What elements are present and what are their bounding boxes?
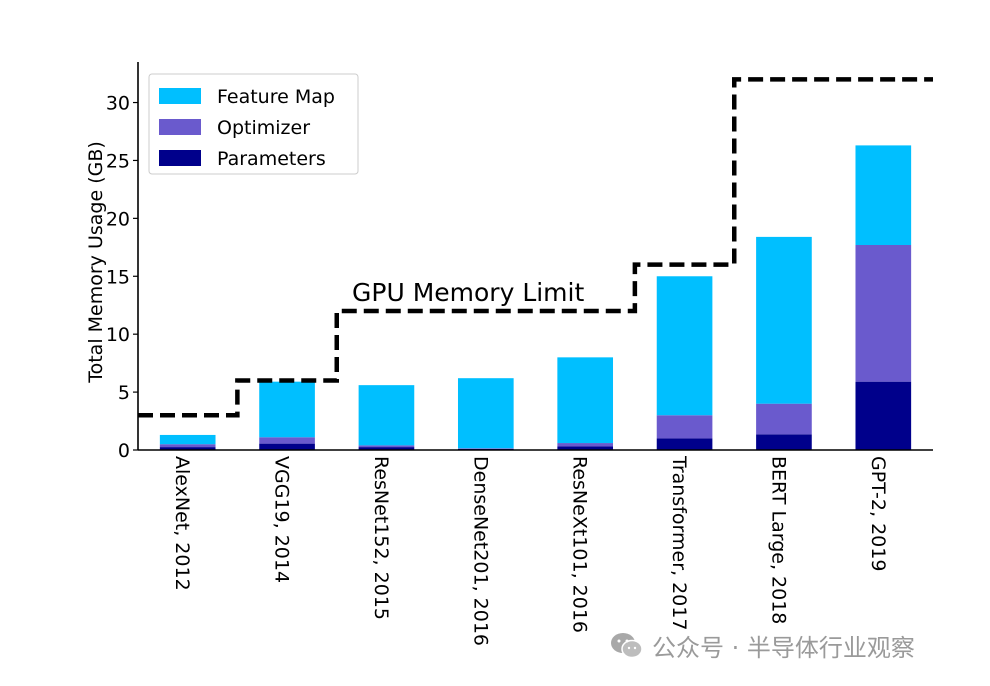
- gpu-limit-layer: [138, 77, 933, 418]
- legend: Feature Map Optimizer Parameters: [148, 73, 359, 175]
- bar-feature-map-7: [855, 145, 912, 245]
- legend-box: [148, 73, 359, 175]
- bar-optimizer-1: [259, 437, 315, 444]
- y-ticks-layer: 0 5 10 15 20 25 30: [106, 93, 138, 462]
- legend-label-parameters: Parameters: [217, 148, 326, 170]
- axes-layer: [137, 62, 933, 451]
- y-tick-label-25: 25: [106, 150, 130, 172]
- legend-label-feature-map: Feature Map: [217, 86, 335, 108]
- bar-parameters-4: [557, 446, 614, 450]
- y-tick-label-10: 10: [106, 324, 130, 346]
- bar-parameters-6: [756, 434, 812, 450]
- bar-optimizer-5: [656, 415, 713, 439]
- bar-optimizer-4: [557, 443, 614, 447]
- bar-optimizer-6: [756, 403, 812, 435]
- y-tick-label-30: 30: [106, 93, 130, 115]
- legend-swatch-parameters: [159, 150, 201, 166]
- watermark-text: 公众号 · 半导体行业观察: [652, 634, 915, 662]
- bar-optimizer-3: [457, 448, 514, 449]
- y-tick-label-15: 15: [106, 266, 130, 288]
- bar-feature-map-1: [259, 381, 315, 438]
- legend-swatch-optimizer: [159, 119, 201, 135]
- legend-label-optimizer: Optimizer: [217, 117, 310, 139]
- bar-parameters-7: [855, 381, 912, 450]
- gpu-limit-line: [138, 77, 933, 418]
- y-tick-label-0: 0: [118, 440, 130, 462]
- bar-feature-map-3: [457, 378, 514, 449]
- bar-feature-map-5: [656, 276, 713, 416]
- bars-layer: [159, 145, 912, 450]
- x-ticks-layer: AlexNet, 2012 VGG19, 2014 ResNet152, 2015 D…: [171, 455, 889, 646]
- bar-feature-map-2: [358, 385, 415, 446]
- bar-parameters-5: [656, 438, 713, 450]
- gpu-limit-label: GPU Memory Limit: [352, 278, 584, 307]
- bar-feature-map-4: [557, 357, 614, 444]
- legend-swatch-feature-map: [159, 88, 201, 104]
- y-axis-label: Total Memory Usage (GB): [85, 141, 107, 384]
- bar-parameters-2: [358, 447, 415, 450]
- x-tick-label-2: ResNet152, 2015: [370, 456, 392, 620]
- bar-feature-map-0: [159, 434, 216, 445]
- x-tick-label-1: VGG19, 2014: [271, 456, 293, 583]
- x-tick-label-4: ResNeXt101, 2016: [569, 456, 591, 633]
- bar-feature-map-6: [756, 236, 812, 404]
- watermark: 公众号 · 半导体行业观察: [610, 628, 915, 663]
- bar-optimizer-7: [855, 244, 912, 382]
- x-tick-label-3: DenseNet201, 2016: [469, 456, 491, 646]
- x-tick-label-5: Transformer, 2017: [668, 455, 690, 630]
- x-tick-label-0: AlexNet, 2012: [171, 456, 193, 591]
- bar-optimizer-2: [358, 445, 415, 448]
- bar-parameters-1: [259, 443, 315, 450]
- bar-optimizer-0: [159, 444, 216, 448]
- bar-parameters-0: [159, 447, 216, 450]
- y-tick-label-20: 20: [106, 208, 130, 230]
- x-tick-label-7: GPT-2, 2019: [867, 456, 889, 571]
- y-tick-label-5: 5: [118, 382, 130, 404]
- x-tick-label-6: BERT Large, 2018: [767, 456, 789, 624]
- wechat-icon: [611, 632, 643, 658]
